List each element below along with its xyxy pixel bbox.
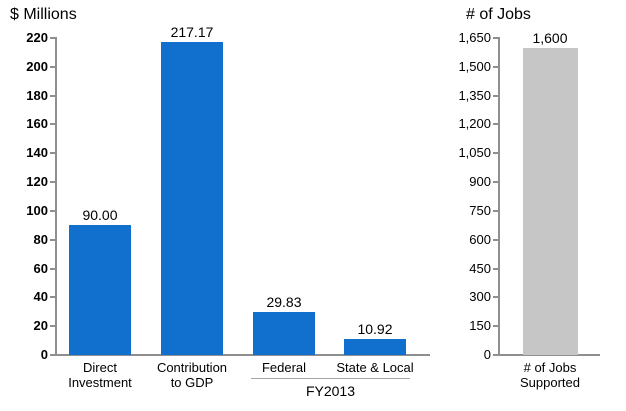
millions-plot-area: 0 20 40 60 80 100 120 140 160 180 200 220 90.00 Direc… <box>26 24 430 399</box>
y-tick-mark <box>493 238 498 241</box>
y-tick-mark <box>50 325 55 328</box>
y-tick-label: 1,200 <box>458 116 491 132</box>
bar <box>253 312 315 355</box>
y-tick-mark <box>50 354 55 356</box>
y-tick-mark <box>50 152 55 155</box>
y-tick-label: 450 <box>469 260 491 276</box>
y-tick-mark <box>50 267 55 270</box>
y-tick-label: 100 <box>26 202 48 218</box>
y-tick-mark <box>493 296 498 299</box>
y-tick-mark <box>493 325 498 328</box>
y-tick-label: 220 <box>26 30 48 45</box>
y-tick-mark <box>493 152 498 155</box>
bar-value-label: 217.17 <box>170 24 214 41</box>
y-axis-line <box>55 37 57 355</box>
y-tick-label: 750 <box>469 202 491 218</box>
y-tick-mark <box>50 238 55 241</box>
bar-value-label: 10.92 <box>357 321 393 338</box>
y-tick-label: 40 <box>33 289 48 305</box>
y-tick-mark <box>50 37 55 39</box>
y-tick-mark <box>493 267 498 270</box>
y-tick-mark <box>493 354 498 356</box>
y-tick-label: 300 <box>469 289 491 305</box>
y-tick-label: 200 <box>26 58 48 74</box>
y-tick-mark <box>50 296 55 299</box>
y-tick-label: 20 <box>33 318 48 334</box>
y-tick-mark <box>493 37 498 39</box>
jobs-plot-area: 0 150 300 450 600 750 900 1,050 1,200 1,350 1,500 1… <box>458 30 600 390</box>
category-label: Direct Investment <box>68 360 132 390</box>
bar-value-label: 1,600 <box>532 29 568 46</box>
y-tick-mark <box>50 209 55 212</box>
y-tick-label: 120 <box>26 174 48 190</box>
y-tick-mark <box>493 209 498 212</box>
bar <box>522 47 578 355</box>
millions-chart-title: $ Millions <box>10 6 77 23</box>
y-tick-mark <box>493 94 498 97</box>
y-tick-label: 80 <box>33 231 48 247</box>
y-tick-label: 180 <box>26 87 48 103</box>
bar-value-label: 29.83 <box>266 294 302 311</box>
y-axis-line <box>498 37 500 355</box>
y-tick-label: 1,350 <box>458 87 491 103</box>
y-tick-mark <box>50 181 55 184</box>
y-tick-label: 0 <box>40 347 48 362</box>
y-tick-mark <box>50 94 55 97</box>
y-tick-label: 140 <box>26 145 48 161</box>
y-tick-mark <box>493 123 498 126</box>
group-axis-line <box>251 378 410 379</box>
y-tick-label: 160 <box>26 116 48 132</box>
y-tick-label: 1,650 <box>458 30 491 45</box>
category-label: State & Local <box>336 360 414 375</box>
bar <box>344 339 406 355</box>
category-label: # of Jobs Supported <box>520 360 580 390</box>
category-label: Federal <box>261 360 307 375</box>
y-tick-mark <box>493 65 498 68</box>
y-tick-label: 150 <box>469 318 491 334</box>
y-tick-mark <box>50 123 55 126</box>
y-tick-label: 0 <box>483 347 491 362</box>
x-axis-line <box>50 354 430 356</box>
bar-value-label: 90.00 <box>82 207 118 224</box>
bar <box>69 225 131 355</box>
y-tick-label: 1,050 <box>458 145 491 161</box>
y-tick-mark <box>493 181 498 184</box>
bar <box>161 42 223 355</box>
y-tick-label: 60 <box>33 260 48 276</box>
y-tick-mark <box>50 65 55 68</box>
y-tick-label: 1,500 <box>458 58 491 74</box>
jobs-chart-title: # of Jobs <box>466 6 531 23</box>
category-label: Contribution to GDP <box>156 360 228 390</box>
y-tick-label: 600 <box>469 231 491 247</box>
y-tick-label: 900 <box>469 174 491 190</box>
group-label: FY2013 <box>305 383 356 399</box>
x-axis-line <box>493 354 600 356</box>
